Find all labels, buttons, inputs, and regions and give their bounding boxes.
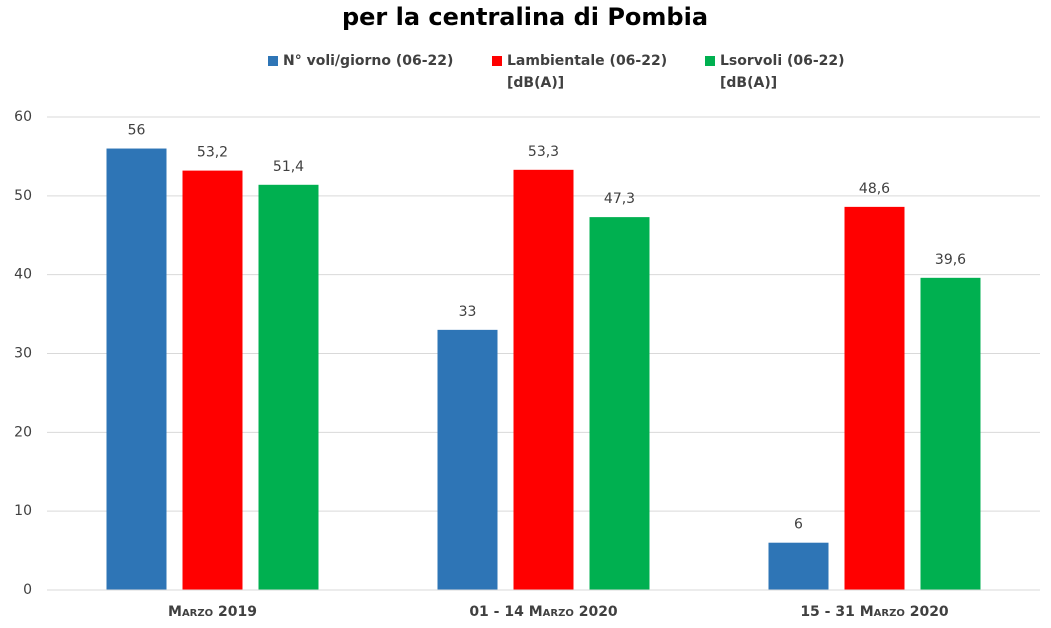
- data-label: 56: [128, 123, 146, 139]
- bar: [589, 217, 650, 590]
- data-label: 51,4: [273, 159, 304, 175]
- data-label: 39,6: [935, 252, 966, 268]
- legend-swatch: [268, 56, 278, 66]
- legend-item: Lambientale (06-22) [dB(A)]: [492, 50, 687, 94]
- y-tick-label: 0: [23, 582, 32, 598]
- data-label: 53,2: [197, 145, 228, 161]
- data-label: 53,3: [528, 144, 559, 160]
- bar: [844, 206, 905, 590]
- legend-item: N° voli/giorno (06-22): [268, 50, 463, 72]
- bar: [258, 184, 319, 590]
- y-tick-label: 40: [14, 267, 32, 283]
- bar: [182, 170, 243, 590]
- y-tick-label: 30: [14, 346, 32, 362]
- bar: [920, 277, 981, 590]
- bar: [437, 329, 498, 590]
- y-tick-label: 10: [14, 503, 32, 519]
- bar: [106, 148, 167, 591]
- data-label: 33: [459, 304, 477, 320]
- legend-label: N° voli/giorno (06-22): [283, 53, 454, 69]
- x-tick-label: 01 - 14 Marzo 2020: [469, 604, 618, 620]
- bar: [513, 169, 574, 590]
- y-tick-label: 50: [14, 188, 32, 204]
- y-tick-label: 60: [14, 109, 32, 125]
- legend-label: Lambientale (06-22) [dB(A)]: [507, 53, 668, 91]
- x-tick-label: Marzo 2019: [168, 604, 257, 620]
- legend-swatch: [492, 56, 502, 66]
- legend-label: Lsorvoli (06-22) [dB(A)]: [720, 53, 845, 91]
- data-label: 6: [794, 517, 803, 533]
- legend-item: Lsorvoli (06-22) [dB(A)]: [705, 50, 900, 94]
- data-label: 47,3: [604, 191, 635, 207]
- y-tick-label: 20: [14, 424, 32, 440]
- chart-title: per la centralina di Pombia: [342, 3, 708, 31]
- bar: [768, 542, 829, 590]
- data-label: 48,6: [859, 181, 890, 197]
- x-tick-label: 15 - 31 Marzo 2020: [800, 604, 949, 620]
- legend-swatch: [705, 56, 715, 66]
